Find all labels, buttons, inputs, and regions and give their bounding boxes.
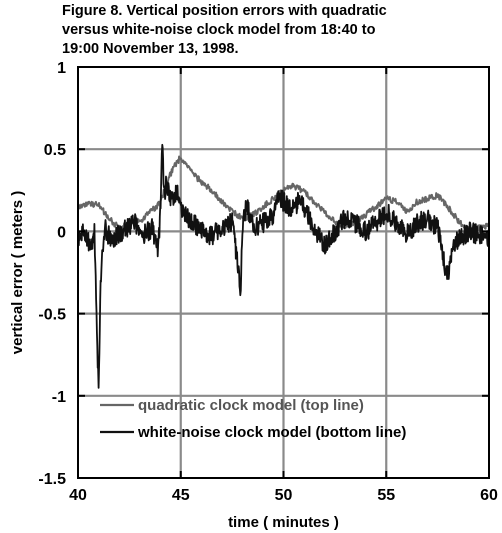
y-tick-label: -1.5 xyxy=(38,471,66,488)
caption-line-3: 19:00 November 13, 1998. xyxy=(62,41,239,57)
x-axis-label: time ( minutes ) xyxy=(228,514,339,531)
y-tick-label: -1 xyxy=(52,389,66,406)
figure-caption: Figure 8. Vertical position errors with … xyxy=(62,2,502,59)
x-tick-label: 45 xyxy=(172,487,190,504)
y-axis-label: vertical error ( meters ) xyxy=(9,191,26,354)
x-tick-label: 40 xyxy=(69,487,87,504)
x-tick-label: 60 xyxy=(480,487,498,504)
caption-line-2: versus white-noise clock model from 18:4… xyxy=(62,22,376,38)
x-tick-label: 50 xyxy=(275,487,293,504)
y-tick-label: -0.5 xyxy=(38,307,66,324)
y-tick-label: 0.5 xyxy=(44,142,66,159)
y-tick-label: 1 xyxy=(57,60,66,77)
y-tick-label: 0 xyxy=(57,224,66,241)
series-line-1 xyxy=(77,155,490,234)
series-line-2 xyxy=(77,143,490,389)
caption-line-1: Figure 8. Vertical position errors with … xyxy=(62,3,387,19)
x-tick-label: 55 xyxy=(377,487,395,504)
legend-label-2: white-noise clock model (bottom line) xyxy=(137,424,406,441)
legend-label-1: quadratic clock model (top line) xyxy=(138,397,364,414)
